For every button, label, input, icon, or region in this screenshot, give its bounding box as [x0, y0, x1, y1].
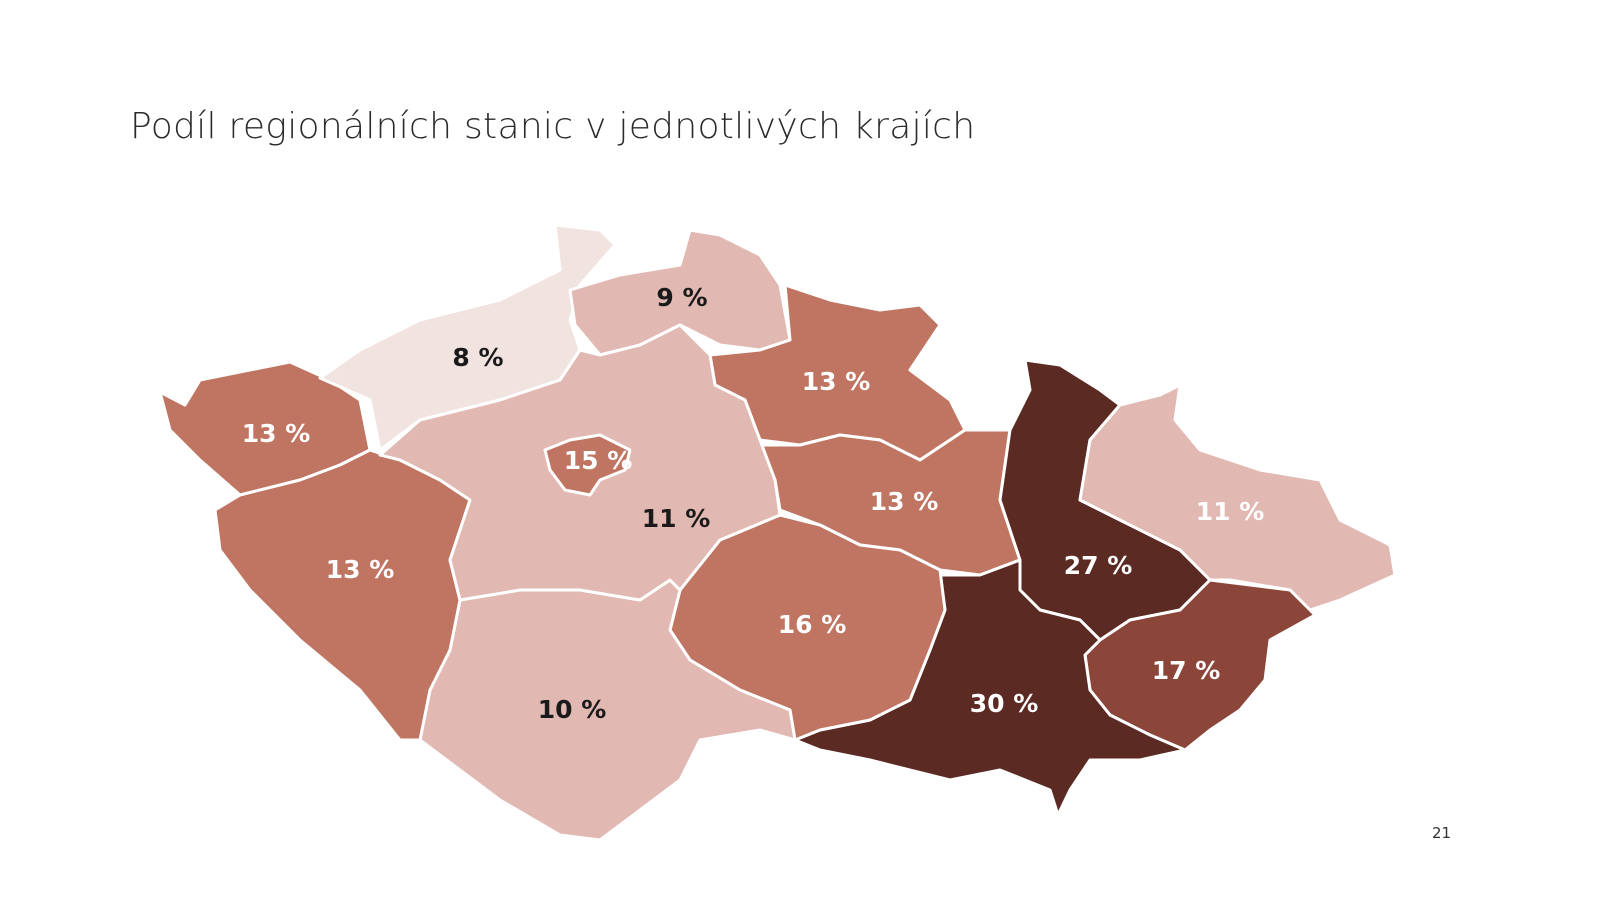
region-olomoucky-value-label: 27 %: [1064, 551, 1133, 580]
page-number: 21: [1432, 824, 1452, 842]
region-plzensky: [213, 448, 472, 742]
region-stredocesky-value-label: 11 %: [642, 504, 711, 533]
region-karlovarsky: [158, 360, 372, 497]
region-praha-value-label: 15 %: [564, 446, 633, 475]
region-zlinsky-value-label: 17 %: [1152, 656, 1221, 685]
region-plzensky-value-label: 13 %: [326, 555, 395, 584]
region-vysocina-value-label: 16 %: [778, 610, 847, 639]
region-moravskoslezsky-value-label: 11 %: [1196, 497, 1265, 526]
region-kralovehradecky-value-label: 13 %: [802, 367, 871, 396]
slide-title: Podíl regionálních stanic v jednotlivých…: [130, 106, 976, 147]
region-ustecky-value-label: 8 %: [452, 343, 503, 372]
region-jihomoravsky-value-label: 30 %: [970, 689, 1039, 718]
region-jihocesky-value-label: 10 %: [538, 695, 607, 724]
region-pardubicky-value-label: 13 %: [870, 487, 939, 516]
region-liberecky-value-label: 9 %: [656, 283, 707, 312]
region-praha: [543, 433, 632, 497]
region-karlovarsky-value-label: 13 %: [242, 419, 311, 448]
